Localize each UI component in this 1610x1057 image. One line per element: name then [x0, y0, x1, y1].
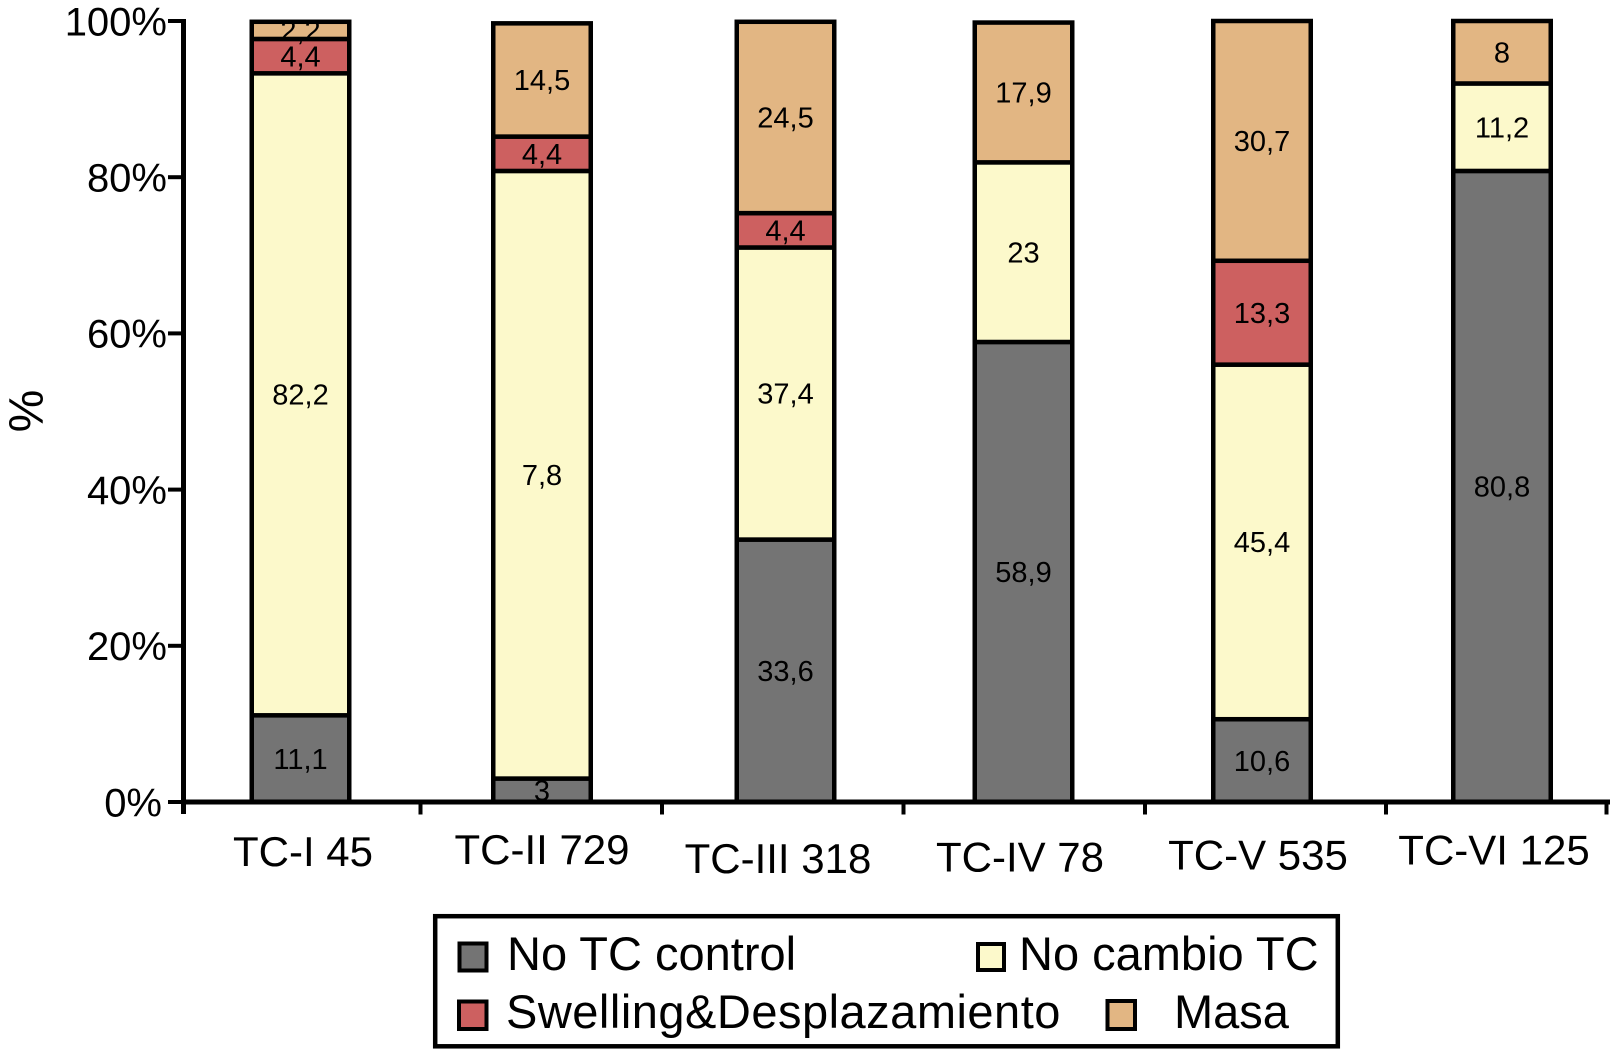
svg-text:33,6: 33,6	[757, 656, 813, 688]
svg-text:80,8: 80,8	[1474, 472, 1530, 504]
svg-text:82,2: 82,2	[272, 380, 328, 412]
svg-text:37,4: 37,4	[757, 379, 813, 411]
svg-text:100%: 100%	[65, 0, 167, 44]
svg-text:No cambio TC: No cambio TC	[1019, 927, 1319, 980]
svg-text:45,4: 45,4	[1234, 527, 1290, 559]
svg-text:Masa: Masa	[1174, 985, 1290, 1038]
svg-text:17,9: 17,9	[995, 78, 1051, 110]
svg-text:%: %	[1, 390, 54, 433]
svg-text:23: 23	[1007, 237, 1039, 269]
svg-text:TC-V 535: TC-V 535	[1168, 832, 1348, 879]
svg-text:40%: 40%	[87, 469, 167, 513]
svg-text:4,4: 4,4	[765, 216, 805, 248]
svg-text:2,2: 2,2	[280, 16, 320, 48]
svg-text:4,4: 4,4	[280, 41, 320, 73]
svg-text:No TC control: No TC control	[507, 927, 796, 980]
svg-text:24,5: 24,5	[757, 103, 813, 135]
svg-text:11,1: 11,1	[273, 744, 327, 776]
svg-text:13,3: 13,3	[1234, 298, 1290, 330]
svg-text:TC-III 318: TC-III 318	[685, 835, 872, 882]
svg-text:8: 8	[1494, 37, 1510, 69]
svg-text:TC-VI 125: TC-VI 125	[1398, 827, 1589, 874]
svg-text:14,5: 14,5	[514, 65, 570, 97]
svg-text:11,2: 11,2	[1475, 112, 1529, 144]
svg-text:3: 3	[534, 776, 550, 808]
svg-text:60%: 60%	[87, 313, 167, 357]
svg-text:TC-II 729: TC-II 729	[454, 826, 629, 873]
svg-text:0%: 0%	[104, 781, 162, 825]
svg-text:Swelling&Desplazamiento: Swelling&Desplazamiento	[506, 985, 1061, 1038]
svg-text:80%: 80%	[87, 157, 167, 201]
svg-text:10,6: 10,6	[1234, 746, 1290, 778]
svg-text:20%: 20%	[87, 625, 167, 669]
svg-text:30,7: 30,7	[1234, 126, 1290, 158]
svg-text:4,4: 4,4	[522, 139, 562, 171]
svg-text:TC-IV 78: TC-IV 78	[936, 834, 1104, 881]
svg-text:7,8: 7,8	[522, 460, 562, 492]
svg-text:TC-I 45: TC-I 45	[233, 828, 373, 875]
svg-text:58,9: 58,9	[995, 557, 1051, 589]
